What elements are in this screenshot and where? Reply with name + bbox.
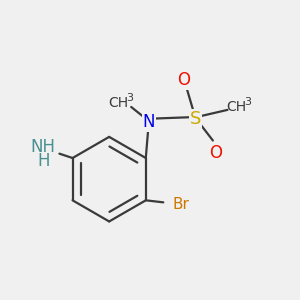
Text: Br: Br — [172, 197, 189, 212]
Text: CH: CH — [226, 100, 246, 114]
Text: 3: 3 — [126, 93, 133, 103]
Text: S: S — [190, 110, 201, 128]
Text: N: N — [142, 113, 155, 131]
Text: 3: 3 — [244, 97, 251, 107]
Text: O: O — [209, 144, 222, 162]
Text: H: H — [37, 152, 50, 170]
Text: O: O — [177, 71, 190, 89]
Text: CH: CH — [108, 96, 128, 110]
Text: NH: NH — [31, 138, 56, 156]
